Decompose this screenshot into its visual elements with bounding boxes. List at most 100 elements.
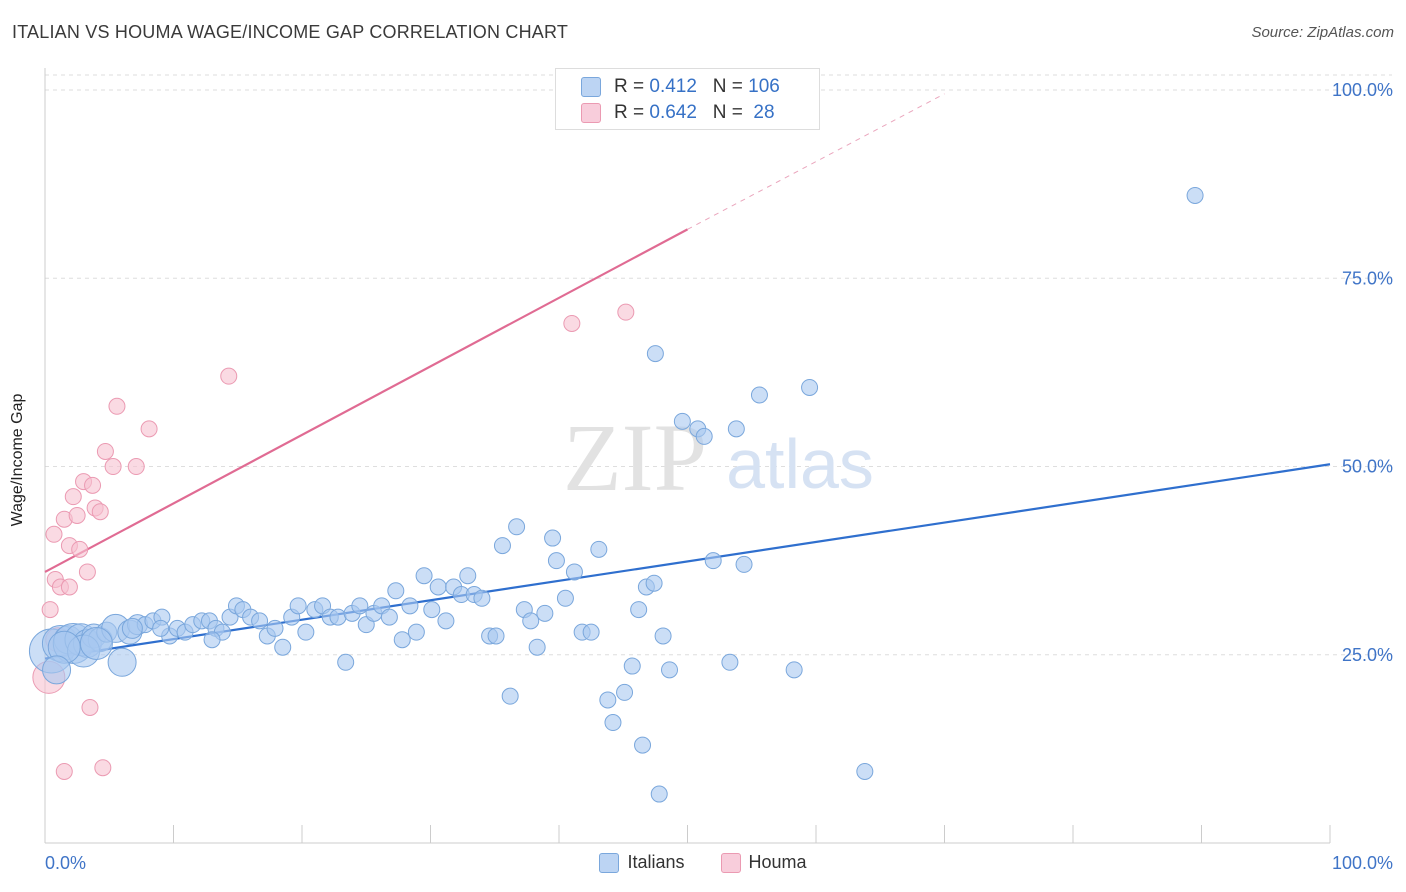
italians-point [522, 612, 540, 630]
italians-point [544, 529, 562, 547]
italians-point [423, 601, 441, 619]
italians-point [536, 604, 554, 622]
r-label: R = [614, 102, 650, 123]
italians-point [107, 647, 137, 677]
italians-point [337, 653, 355, 671]
data-points [28, 186, 1204, 803]
italians-point [387, 582, 405, 600]
italians-swatch [581, 77, 601, 97]
source-label: Source: ZipAtlas.com [1251, 24, 1394, 41]
houma-point [55, 762, 73, 780]
houma-trend-extension [687, 93, 945, 230]
x-tick-label: 100.0% [1332, 853, 1393, 873]
italians-point [785, 661, 803, 679]
italians-point [604, 714, 622, 732]
italians-point [459, 567, 477, 585]
houma-point [104, 458, 122, 476]
italians-point [351, 597, 369, 615]
italians-point [650, 785, 668, 803]
houma-trend-line [44, 228, 689, 573]
gridlines [45, 74, 1392, 656]
houma-point [84, 476, 102, 494]
italians-point [203, 631, 221, 649]
italians-point [695, 427, 713, 445]
stats-legend-box: R = 0.412 N = 106 R = 0.642 N = 28 [555, 68, 820, 130]
y-axis-label: Wage/Income Gap [9, 393, 26, 527]
houma-point [91, 503, 109, 521]
watermark-atlas: atlas [726, 425, 874, 503]
italians-point [297, 623, 315, 641]
italians-point [727, 420, 745, 438]
italians-point [289, 597, 307, 615]
chart-title: ITALIAN VS HOUMA WAGE/INCOME GAP CORRELA… [12, 22, 569, 42]
italians-point [407, 623, 425, 641]
watermark: ZIP atlas [563, 404, 874, 511]
trend-lines [44, 93, 1331, 660]
italians-point [645, 574, 663, 592]
houma-legend-swatch [720, 852, 741, 873]
italians-point [251, 612, 269, 630]
houma-point [108, 397, 126, 415]
houma-point [45, 525, 63, 543]
stats-row-houma: R = 0.642 N = 28 [581, 101, 775, 125]
italians-point [630, 601, 648, 619]
bottom-legend: Italians Houma [0, 852, 1406, 873]
houma-point [563, 314, 581, 332]
italians-point [429, 578, 447, 596]
italians-point [508, 518, 526, 536]
tick-labels: 25.0% 50.0% 75.0% 100.0% 0.0% 100.0% [45, 80, 1393, 873]
italians-point [493, 537, 511, 555]
n-label: N = [712, 76, 749, 97]
italians-point [547, 552, 565, 570]
italians-point [487, 627, 505, 645]
houma-point [68, 506, 86, 524]
italians-point [721, 653, 739, 671]
italians-point [415, 567, 433, 585]
houma-swatch [581, 103, 601, 123]
italians-point [393, 631, 411, 649]
legend-item-houma[interactable]: Houma [720, 852, 807, 873]
italians-point [401, 597, 419, 615]
italians-point [528, 638, 546, 656]
houma-point [64, 488, 82, 506]
houma-point [81, 698, 99, 716]
n-value: 28 [748, 102, 775, 123]
r-value: 0.642 [649, 102, 697, 123]
italians-point [646, 345, 664, 363]
italians-point [735, 555, 753, 573]
italians-point [654, 627, 672, 645]
houma-point [94, 759, 112, 777]
italians-point [152, 619, 170, 637]
italians-point [801, 378, 819, 396]
houma-point [71, 540, 89, 558]
legend-item-italians[interactable]: Italians [599, 852, 685, 873]
italians-legend-swatch [599, 852, 620, 873]
italians-point [1186, 186, 1204, 204]
y-tick-label: 75.0% [1342, 268, 1393, 288]
italians-point [556, 589, 574, 607]
y-tick-label: 25.0% [1342, 645, 1393, 665]
italians-point [623, 657, 641, 675]
italians-legend-label: Italians [627, 852, 685, 872]
y-tick-label: 100.0% [1332, 80, 1393, 100]
x-tick-label: 0.0% [45, 853, 86, 873]
houma-point [127, 458, 145, 476]
stats-row-italians: R = 0.412 N = 106 [581, 75, 780, 99]
italians-point [42, 655, 72, 685]
italians-point [582, 623, 600, 641]
houma-point [96, 442, 114, 460]
italians-point [616, 683, 634, 701]
r-value: 0.412 [649, 76, 697, 97]
italians-point [79, 626, 113, 660]
italians-point [329, 608, 347, 626]
houma-point [140, 420, 158, 438]
italians-point [673, 412, 691, 430]
y-tick-label: 50.0% [1342, 457, 1393, 477]
italians-point [661, 661, 679, 679]
houma-point [60, 578, 78, 596]
houma-point [220, 367, 238, 385]
italians-point [750, 386, 768, 404]
houma-legend-label: Houma [748, 852, 807, 872]
n-label: N = [712, 102, 749, 123]
axes [44, 68, 1331, 844]
